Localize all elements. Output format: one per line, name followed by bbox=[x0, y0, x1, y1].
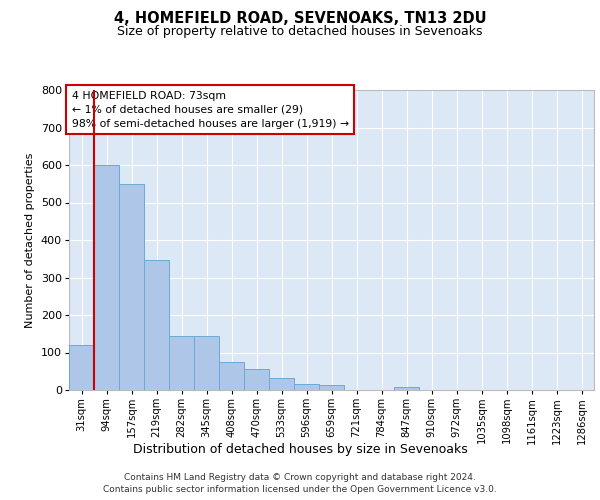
Bar bbox=[294, 384, 319, 390]
Bar bbox=[219, 362, 244, 390]
Text: Size of property relative to detached houses in Sevenoaks: Size of property relative to detached ho… bbox=[117, 25, 483, 38]
Y-axis label: Number of detached properties: Number of detached properties bbox=[25, 152, 35, 328]
Bar bbox=[119, 184, 144, 390]
Text: Contains HM Land Registry data © Crown copyright and database right 2024.: Contains HM Land Registry data © Crown c… bbox=[124, 472, 476, 482]
Bar bbox=[144, 260, 169, 390]
Text: 4, HOMEFIELD ROAD, SEVENOAKS, TN13 2DU: 4, HOMEFIELD ROAD, SEVENOAKS, TN13 2DU bbox=[113, 11, 487, 26]
Text: Distribution of detached houses by size in Sevenoaks: Distribution of detached houses by size … bbox=[133, 442, 467, 456]
Bar bbox=[244, 370, 269, 390]
Bar bbox=[394, 387, 419, 390]
Bar bbox=[69, 345, 94, 390]
Bar bbox=[319, 385, 344, 390]
Text: Contains public sector information licensed under the Open Government Licence v3: Contains public sector information licen… bbox=[103, 485, 497, 494]
Bar bbox=[194, 336, 219, 390]
Text: 4 HOMEFIELD ROAD: 73sqm
← 1% of detached houses are smaller (29)
98% of semi-det: 4 HOMEFIELD ROAD: 73sqm ← 1% of detached… bbox=[71, 91, 349, 128]
Bar bbox=[169, 336, 194, 390]
Bar bbox=[94, 165, 119, 390]
Bar bbox=[269, 378, 294, 390]
